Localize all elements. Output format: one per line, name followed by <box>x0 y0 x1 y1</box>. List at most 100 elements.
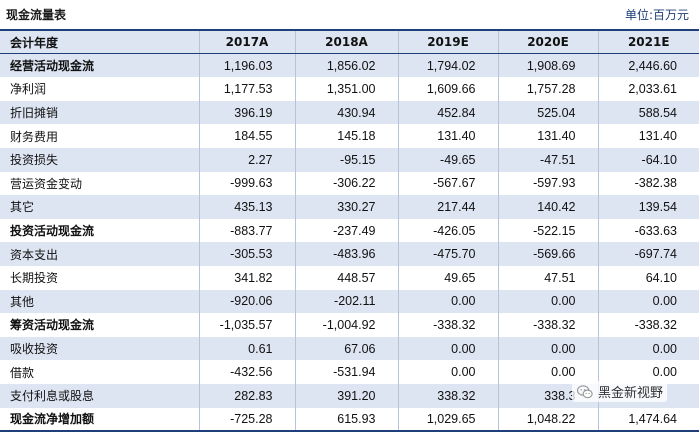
cell-value: -483.96 <box>295 242 399 266</box>
table-row: 吸收投资 0.61 67.06 0.00 0.00 0.00 <box>0 336 699 361</box>
cell-value: 2,446.60 <box>598 53 699 78</box>
cell-value: 1,794.02 <box>398 53 499 78</box>
cell-value: 396.19 <box>199 100 296 125</box>
row-label: 投资活动现金流 <box>0 218 200 243</box>
header-year: 2019E <box>398 29 499 55</box>
cell-value: 615.93 <box>295 407 399 432</box>
table-row: 资本支出 -305.53 -483.96 -475.70 -569.66 -69… <box>0 242 699 266</box>
table-row: 折旧摊销 396.19 430.94 452.84 525.04 588.54 <box>0 100 699 125</box>
cell-value: 1,474.64 <box>598 407 699 432</box>
cell-value: -920.06 <box>199 289 296 314</box>
table-row: 借款 -432.56 -531.94 0.00 0.00 0.00 <box>0 360 699 384</box>
cell-value: 0.00 <box>498 336 599 361</box>
cell-value: 1,908.69 <box>498 53 599 78</box>
cell-value: 1,856.02 <box>295 53 399 78</box>
cell-value: -999.63 <box>199 171 296 196</box>
table-row: 其它 435.13 330.27 217.44 140.42 139.54 <box>0 195 699 219</box>
table-row: 现金流净增加额 -725.28 615.93 1,029.65 1,048.22… <box>0 407 699 432</box>
table-row: 筹资活动现金流 -1,035.57 -1,004.92 -338.32 -338… <box>0 313 699 337</box>
header-label: 会计年度 <box>0 29 200 55</box>
cell-value: 0.00 <box>598 336 699 361</box>
cell-value: 1,196.03 <box>199 53 296 78</box>
row-label: 营运资金变动 <box>0 171 200 196</box>
cell-value: 0.00 <box>398 289 499 314</box>
table-caption-bar: 现金流量表 单位:百万元 <box>0 0 699 29</box>
row-label: 长期投资 <box>0 265 200 290</box>
cell-value: 1,048.22 <box>498 407 599 432</box>
row-label: 折旧摊销 <box>0 100 200 125</box>
cell-value: 2,033.61 <box>628 81 677 96</box>
cell-value: 0.00 <box>498 360 599 384</box>
cell-value: 330.27 <box>295 195 399 219</box>
cell-value: -47.51 <box>498 147 599 172</box>
watermark: 黑金新视野 <box>572 381 668 402</box>
cell-value: -475.70 <box>398 242 499 266</box>
table-row: 营运资金变动 -999.63 -306.22 -567.67 -597.93 -… <box>0 171 699 196</box>
cell-value: -725.28 <box>199 407 296 432</box>
cell-value: -305.53 <box>199 242 296 266</box>
cell-value: 64.10 <box>645 270 677 285</box>
table-row: 长期投资 341.82 448.57 49.65 47.51 64.10 <box>0 265 699 290</box>
table-row: 投资活动现金流 -883.77 -237.49 -426.05 -522.15 … <box>0 218 699 243</box>
cell-value: 338.32 <box>398 383 499 408</box>
header-year: 2018A <box>295 29 399 55</box>
row-label: 现金流净增加额 <box>0 407 200 432</box>
cell-value: -432.56 <box>199 360 296 384</box>
watermark-text: 黑金新视野 <box>598 386 664 401</box>
wechat-icon <box>576 384 593 398</box>
cell-value: 588.54 <box>598 100 699 125</box>
cell-value: 0.00 <box>398 360 499 384</box>
cell-value: -306.22 <box>295 171 399 196</box>
cell-value: 131.40 <box>498 124 599 148</box>
cell-value: -95.15 <box>295 147 399 172</box>
cell-value: 49.65 <box>398 265 499 290</box>
cell-value: 1,177.53 <box>199 77 296 101</box>
cell-value: 0.00 <box>652 365 677 380</box>
cash-flow-table: 会计年度 2017A 2018A 2019E 2020E 2021E 经营活动现… <box>0 29 699 432</box>
row-label: 其它 <box>0 195 200 219</box>
cell-value: 282.83 <box>199 383 296 408</box>
table-title: 现金流量表 <box>6 8 67 22</box>
cell-value: 2.27 <box>199 147 296 172</box>
cell-value: -567.67 <box>398 171 499 196</box>
cell-value: 0.00 <box>498 289 599 314</box>
cell-value: -237.49 <box>295 218 399 243</box>
cell-value: -1,004.92 <box>295 313 399 337</box>
row-label: 筹资活动现金流 <box>0 313 200 337</box>
cell-value: 341.82 <box>199 265 296 290</box>
cell-value: 525.04 <box>498 100 599 125</box>
table-row: 投资损失 2.27 -95.15 -49.65 -47.51 -64.10 <box>0 147 699 172</box>
cell-value: -426.05 <box>398 218 499 243</box>
cell-value: -382.38 <box>634 176 677 191</box>
header-year: 2020E <box>498 29 599 55</box>
cell-value: -531.94 <box>295 360 399 384</box>
cell-value: 131.40 <box>398 124 499 148</box>
row-label: 吸收投资 <box>0 336 200 361</box>
cell-value: -522.15 <box>498 218 599 243</box>
cell-value: 448.57 <box>295 265 399 290</box>
row-label: 支付利息或股息 <box>0 383 200 408</box>
row-label: 投资损失 <box>0 147 200 172</box>
cell-value: 0.00 <box>398 336 499 361</box>
cell-value: 145.18 <box>295 124 399 148</box>
cell-value: 0.00 <box>598 289 699 314</box>
cell-value: 47.51 <box>498 265 599 290</box>
cell-value: 435.13 <box>199 195 296 219</box>
table-header-row: 会计年度 2017A 2018A 2019E 2020E 2021E <box>0 29 699 55</box>
header-year: 2021E <box>598 29 699 55</box>
cell-value: 391.20 <box>295 383 399 408</box>
cell-value: -597.93 <box>498 171 599 196</box>
cell-value: -338.32 <box>498 313 599 337</box>
cell-value: -697.74 <box>598 242 699 266</box>
cell-value: 67.06 <box>295 336 399 361</box>
unit-label: 单位:百万元 <box>624 8 689 22</box>
cell-value: 1,029.65 <box>398 407 499 432</box>
cell-value: -49.65 <box>398 147 499 172</box>
table-row: 财务费用 184.55 145.18 131.40 131.40 131.40 <box>0 124 699 148</box>
cell-value: 1,609.66 <box>398 77 499 101</box>
cell-value: -64.10 <box>598 147 699 172</box>
cell-value: 184.55 <box>199 124 296 148</box>
cell-value: -1,035.57 <box>199 313 296 337</box>
cell-value: -633.63 <box>634 223 677 238</box>
